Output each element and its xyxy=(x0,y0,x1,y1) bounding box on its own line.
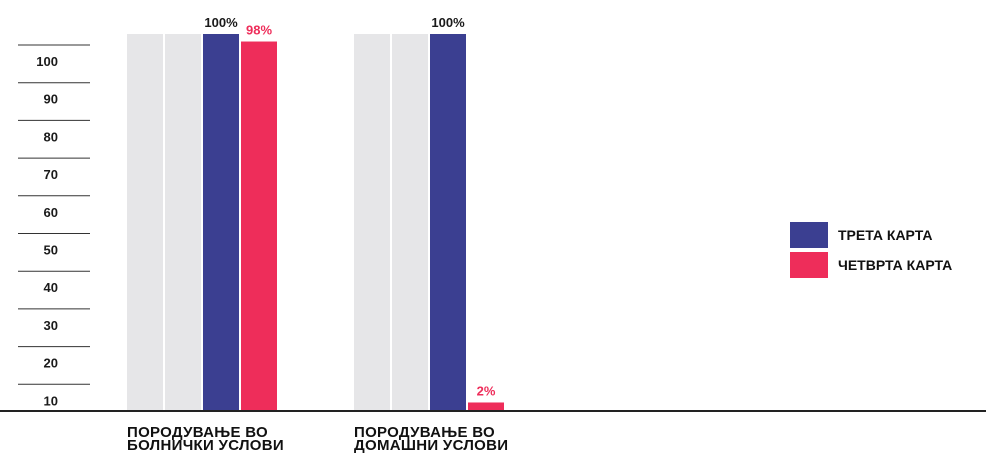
bar-value-labels: 100% 98% 100% 2% xyxy=(204,15,495,398)
background-bar xyxy=(165,34,201,410)
y-tick-label: 20 xyxy=(44,356,58,371)
category-label: ДОМАШНИ УСЛОВИ xyxy=(354,437,508,454)
category-label: ПОРОДУВАЊЕ ВО xyxy=(127,424,268,441)
category-label: БОЛНИЧКИ УСЛОВИ xyxy=(127,437,284,454)
bar xyxy=(203,34,239,410)
legend-swatch xyxy=(790,252,828,278)
background-bar xyxy=(392,34,428,410)
background-bar xyxy=(354,34,390,410)
y-tick-label: 60 xyxy=(44,205,58,220)
legend: ТРЕТА КАРТА ЧЕТВРТА КАРТА xyxy=(790,222,952,278)
bar-value-label: 100% xyxy=(431,15,465,30)
y-tick-label: 50 xyxy=(44,243,58,258)
y-tick-label: 70 xyxy=(44,167,58,182)
bar xyxy=(468,402,504,410)
legend-label: ТРЕТА КАРТА xyxy=(838,227,933,243)
background-bar xyxy=(127,34,163,410)
y-tick-label: 10 xyxy=(44,393,58,408)
y-tick-label: 30 xyxy=(44,318,58,333)
y-tick-label: 90 xyxy=(44,92,58,107)
legend-swatch xyxy=(790,222,828,248)
bar-value-label: 98% xyxy=(246,23,272,38)
background-bars xyxy=(127,34,428,410)
y-tick-label: 80 xyxy=(44,129,58,144)
y-tick-label: 40 xyxy=(44,280,58,295)
bar-value-label: 100% xyxy=(204,15,238,30)
y-axis: 100 90 80 70 60 50 40 30 20 10 xyxy=(18,44,90,408)
bar xyxy=(430,34,466,410)
y-tick-label: 100 xyxy=(36,54,58,69)
bars xyxy=(203,34,504,411)
category-label: ПОРОДУВАЊЕ ВО xyxy=(354,424,495,441)
legend-label: ЧЕТВРТА КАРТА xyxy=(838,257,952,273)
bar xyxy=(241,41,277,411)
bar-value-label: 2% xyxy=(477,383,496,398)
